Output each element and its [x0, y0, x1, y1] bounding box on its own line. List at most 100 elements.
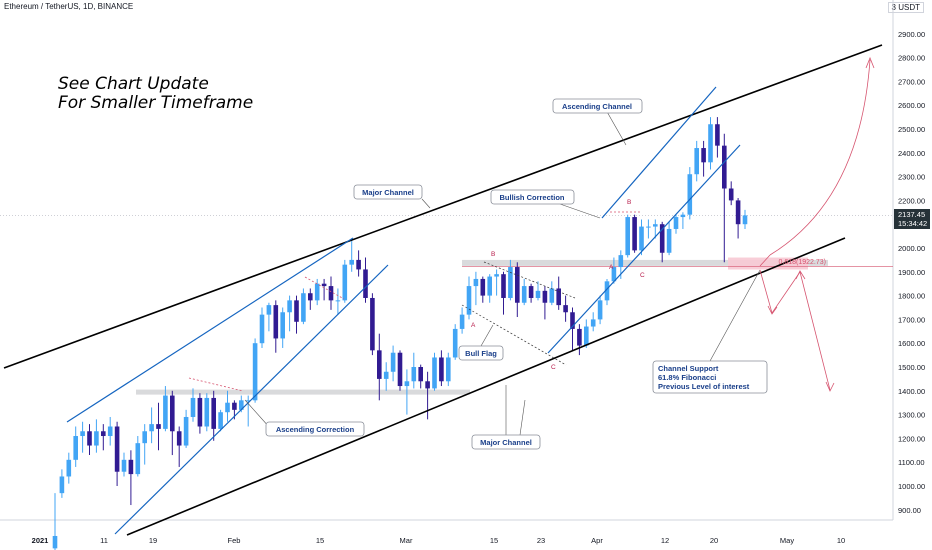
y-tick-label: 1200.00 — [898, 434, 925, 443]
candle-body — [176, 431, 182, 446]
candle-body — [439, 357, 444, 382]
candle-body — [549, 288, 555, 303]
callout-ascending-channel-text: Ascending Channel — [562, 102, 632, 111]
candle-body — [335, 300, 341, 302]
callout-channel-support-line1: Channel Support — [658, 364, 719, 373]
y-tick-label: 1400.00 — [898, 387, 925, 396]
candle-body — [218, 412, 223, 429]
pointer-flag — [480, 324, 494, 347]
candle-body — [383, 371, 389, 379]
candle-body — [632, 217, 637, 251]
pointer-support — [709, 269, 761, 362]
chart-header: Ethereum / TetherUS, 1D, BINANCE — [4, 2, 134, 11]
projection-arrowhead-2 — [795, 270, 806, 280]
candles — [52, 117, 748, 550]
ascending-channel-lower — [547, 144, 741, 354]
candle-body — [301, 293, 306, 322]
flag-point-a: A — [471, 322, 476, 329]
y-tick-label: 1900.00 — [898, 268, 925, 277]
y-tick-label: 2500.00 — [898, 125, 925, 134]
y-tick-label: 900.00 — [898, 506, 921, 515]
candle-body — [597, 300, 603, 320]
candle-body — [287, 300, 292, 313]
y-tick-label: 1300.00 — [898, 411, 925, 420]
y-tick-label: 1100.00 — [898, 458, 925, 467]
candle-body — [515, 267, 520, 303]
candle-body — [687, 174, 693, 215]
candle-body — [363, 269, 368, 298]
callout-channel-support-line2: 61.8% Fibonacci — [658, 373, 716, 382]
projection-arrowhead-3 — [825, 381, 835, 392]
candle-body — [563, 305, 568, 313]
candle-body — [245, 400, 251, 402]
candle-body — [653, 224, 658, 227]
bull-point-b: B — [627, 199, 631, 206]
candle-body — [446, 357, 451, 382]
candle-body — [80, 431, 85, 437]
callout-ascending-channel[interactable]: Ascending Channel — [552, 98, 643, 114]
x-tick-label: May — [780, 536, 794, 545]
callout-bullish-correction[interactable]: Bullish Correction — [490, 189, 575, 205]
candle-body — [370, 297, 375, 351]
pointer-major-bottom-b — [519, 399, 526, 436]
candle-body — [128, 459, 134, 475]
candle-body — [487, 276, 492, 296]
candle-body — [377, 350, 382, 379]
candle-body — [328, 286, 334, 301]
callout-major-channel-top[interactable]: Major Channel — [353, 184, 423, 200]
candle-body — [480, 278, 486, 296]
x-tick-label: 12 — [661, 536, 669, 545]
currency-selector[interactable]: 3 USDT — [887, 2, 924, 13]
callout-ascending-correction[interactable]: Ascending Correction — [265, 421, 365, 437]
candle-body — [252, 343, 258, 401]
candle-body — [556, 288, 561, 306]
candle-body — [52, 535, 58, 549]
major-channel-upper — [3, 44, 883, 369]
price-tag: 2137.45 15:34:42 — [894, 209, 930, 229]
zones — [0, 214, 893, 395]
candle-body — [204, 397, 210, 427]
bull-point-a: A — [609, 264, 614, 271]
x-tick-label: Apr — [591, 536, 603, 545]
y-tick-label: 2800.00 — [898, 54, 925, 63]
projection-up-arrowhead — [865, 56, 875, 69]
support-zone-low — [136, 389, 470, 395]
candle-body — [163, 395, 168, 429]
candle-body — [308, 293, 313, 301]
candle-body — [411, 367, 417, 382]
candle-body — [259, 314, 265, 344]
candle-body — [735, 200, 741, 225]
big-note-line2: For Smaller Timeframe — [58, 93, 254, 113]
candle-body — [266, 305, 272, 315]
callout-channel-support[interactable]: Channel Support 61.8% Fibonacci Previous… — [652, 360, 768, 394]
candle-body — [646, 226, 651, 228]
candle-body — [528, 286, 534, 298]
candle-body — [273, 305, 279, 339]
candle-body — [508, 267, 513, 298]
candle-body — [87, 431, 92, 446]
x-tick-label: Feb — [228, 536, 241, 545]
candle-body — [149, 424, 154, 432]
candle-body — [107, 426, 113, 437]
candle-body — [342, 264, 348, 301]
candle-body — [728, 188, 734, 201]
candle-body — [618, 255, 624, 268]
y-tick-label: 2400.00 — [898, 149, 925, 158]
y-tick-label: 1600.00 — [898, 339, 925, 348]
candle-body — [611, 267, 617, 282]
proj-up-link — [759, 254, 771, 267]
x-tick-label: 23 — [537, 536, 545, 545]
bull-point-c: C — [640, 272, 645, 279]
x-tick-label: 2021 — [32, 536, 49, 545]
candle-body — [666, 228, 672, 253]
pointer-asc-channel — [605, 109, 627, 146]
candle-body — [452, 328, 458, 358]
x-tick-label: 11 — [100, 536, 108, 545]
callout-major-channel-bottom[interactable]: Major Channel — [471, 434, 541, 450]
candle-body — [190, 397, 196, 417]
candle-body — [314, 283, 320, 301]
candle-body — [715, 124, 720, 146]
candle-body — [66, 459, 72, 477]
callout-bull-flag[interactable]: Bull Flag — [458, 345, 504, 361]
